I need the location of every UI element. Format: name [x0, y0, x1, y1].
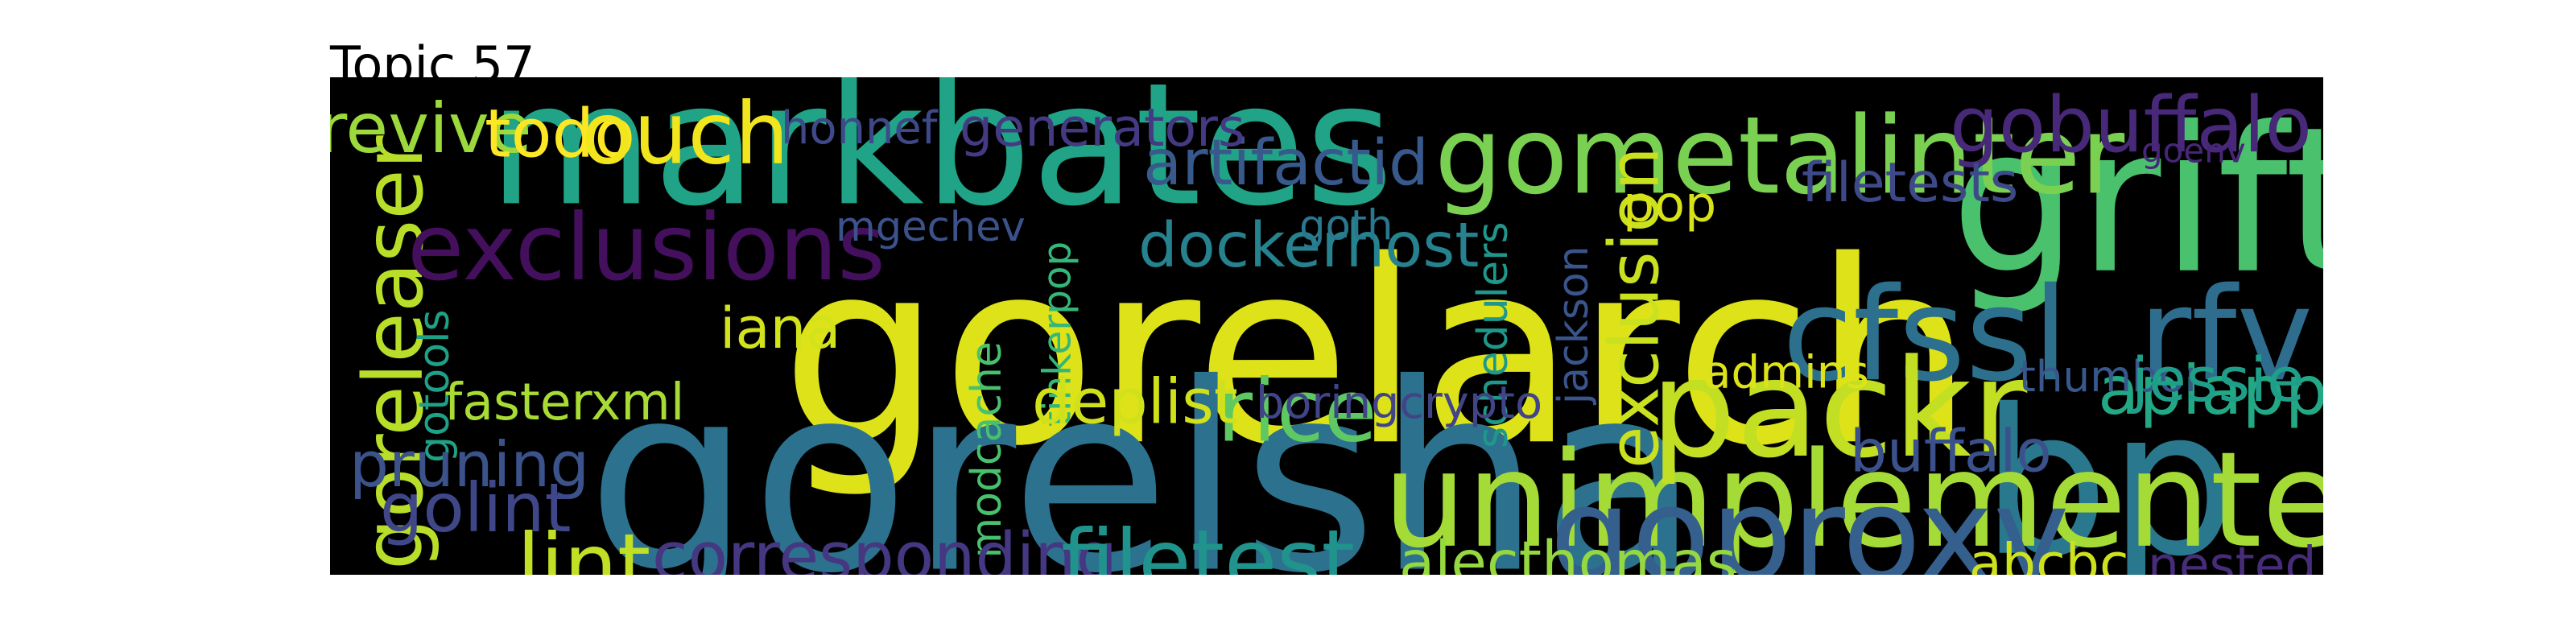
word-pruning: pruning: [349, 428, 590, 502]
word-gobuffalo: gobuffalo: [1950, 80, 2313, 171]
word-rfv: rfv: [2138, 259, 2314, 411]
word-lint: lint: [517, 516, 651, 575]
word-gorelsha: gorelsha: [586, 328, 1700, 575]
word-jessie: jessie: [2132, 345, 2305, 415]
word-goenv: goenv: [2141, 130, 2246, 171]
word-corresponding: corresponding: [652, 518, 1117, 575]
word-honnef: honnef: [781, 101, 938, 155]
word-iana: iana: [720, 295, 841, 361]
word-boringcrypto: boringcrypto: [1256, 376, 1543, 429]
word-jackson: jackson: [1550, 246, 1598, 405]
word-goproxy: goproxy: [1550, 459, 2070, 575]
word-goth: goth: [1299, 201, 1393, 250]
word-pop: pop: [1623, 175, 1717, 233]
word-unimplemented: unimplemented: [1383, 423, 2323, 575]
word-packr: packr: [1650, 330, 2028, 488]
word-buffalo: buffalo: [1850, 419, 2052, 486]
word-grift: grift: [1950, 85, 2323, 319]
word-bp: bp: [1981, 365, 2237, 575]
word-deplist: deplist: [1032, 365, 1238, 438]
word-nested: nested: [2148, 536, 2317, 575]
word-admins: admins: [1703, 345, 1869, 398]
word-alecthomas: alecthomas: [1399, 529, 1737, 575]
word-apiapp: apiapp: [2098, 351, 2323, 431]
word-abcbc: abcbc: [1969, 532, 2129, 575]
word-dockerhost: dockerhost: [1138, 209, 1480, 283]
word-filetest: filetest: [1061, 510, 1356, 575]
word-fasterxml: fasterxml: [444, 372, 685, 432]
word-markbates: markbates: [488, 77, 1393, 244]
word-generators: generators: [960, 97, 1245, 159]
word-rice: rice: [1217, 361, 1377, 462]
word-ouch: ouch: [581, 83, 790, 184]
word-gometalinter: gometalinter: [1435, 93, 2125, 219]
word-filetests: filetests: [1802, 152, 2019, 215]
word-cfssl: cfssl: [1781, 259, 2069, 411]
word-mgechev: mgechev: [836, 202, 1026, 251]
word-revive: revive: [330, 89, 532, 170]
word-todo: todo: [485, 94, 636, 173]
word-cloud: gorelarch markbates grift gorelsha bp gometal…: [330, 77, 2323, 575]
word-golint: golint: [380, 469, 572, 547]
word-exclusions: exclusions: [407, 194, 886, 302]
word-artifactid: artifactid: [1143, 126, 1429, 200]
word-gorelarch: gorelarch: [781, 206, 1974, 502]
word-thumbor: thumbor: [2019, 352, 2203, 402]
